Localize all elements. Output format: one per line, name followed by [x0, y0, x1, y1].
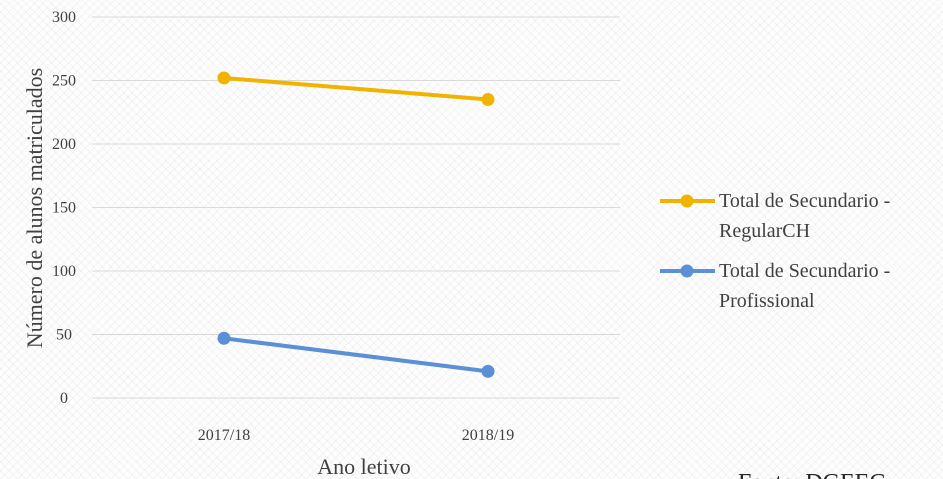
x-tick-labels: 2017/18 2018/19 — [198, 427, 514, 444]
y-tick-labels: 0 50 100 150 200 250 300 — [52, 9, 76, 407]
gridlines — [92, 16, 620, 399]
source-note: Fonte: DGEEC — [738, 470, 885, 479]
y-axis-title: Número de alunos matriculados — [22, 68, 47, 348]
y-tick-label: 200 — [52, 136, 76, 153]
legend-label: Total de Secundario -RegularCH — [719, 190, 890, 242]
data-point — [217, 331, 231, 345]
data-point — [481, 93, 495, 107]
y-tick-label: 300 — [52, 9, 76, 26]
legend: Total de Secundario -RegularCH Total de S… — [660, 190, 890, 312]
series-line — [222, 336, 490, 374]
legend-swatch-marker — [680, 264, 694, 278]
data-point — [217, 71, 231, 85]
series-line — [222, 75, 490, 102]
series-lines — [217, 71, 495, 378]
x-tick-label: 2018/19 — [462, 427, 514, 444]
legend-label: Total de Secundario -Profissional — [719, 260, 890, 312]
x-tick-label: 2017/18 — [198, 427, 250, 444]
y-tick-label: 100 — [52, 263, 76, 280]
x-axis-title: Ano letivo — [317, 454, 411, 479]
data-point — [481, 364, 495, 378]
y-tick-label: 50 — [56, 327, 72, 344]
y-tick-label: 0 — [60, 390, 68, 407]
y-tick-label: 250 — [52, 73, 76, 90]
y-tick-label: 150 — [52, 200, 76, 217]
legend-swatch-marker — [680, 194, 694, 208]
